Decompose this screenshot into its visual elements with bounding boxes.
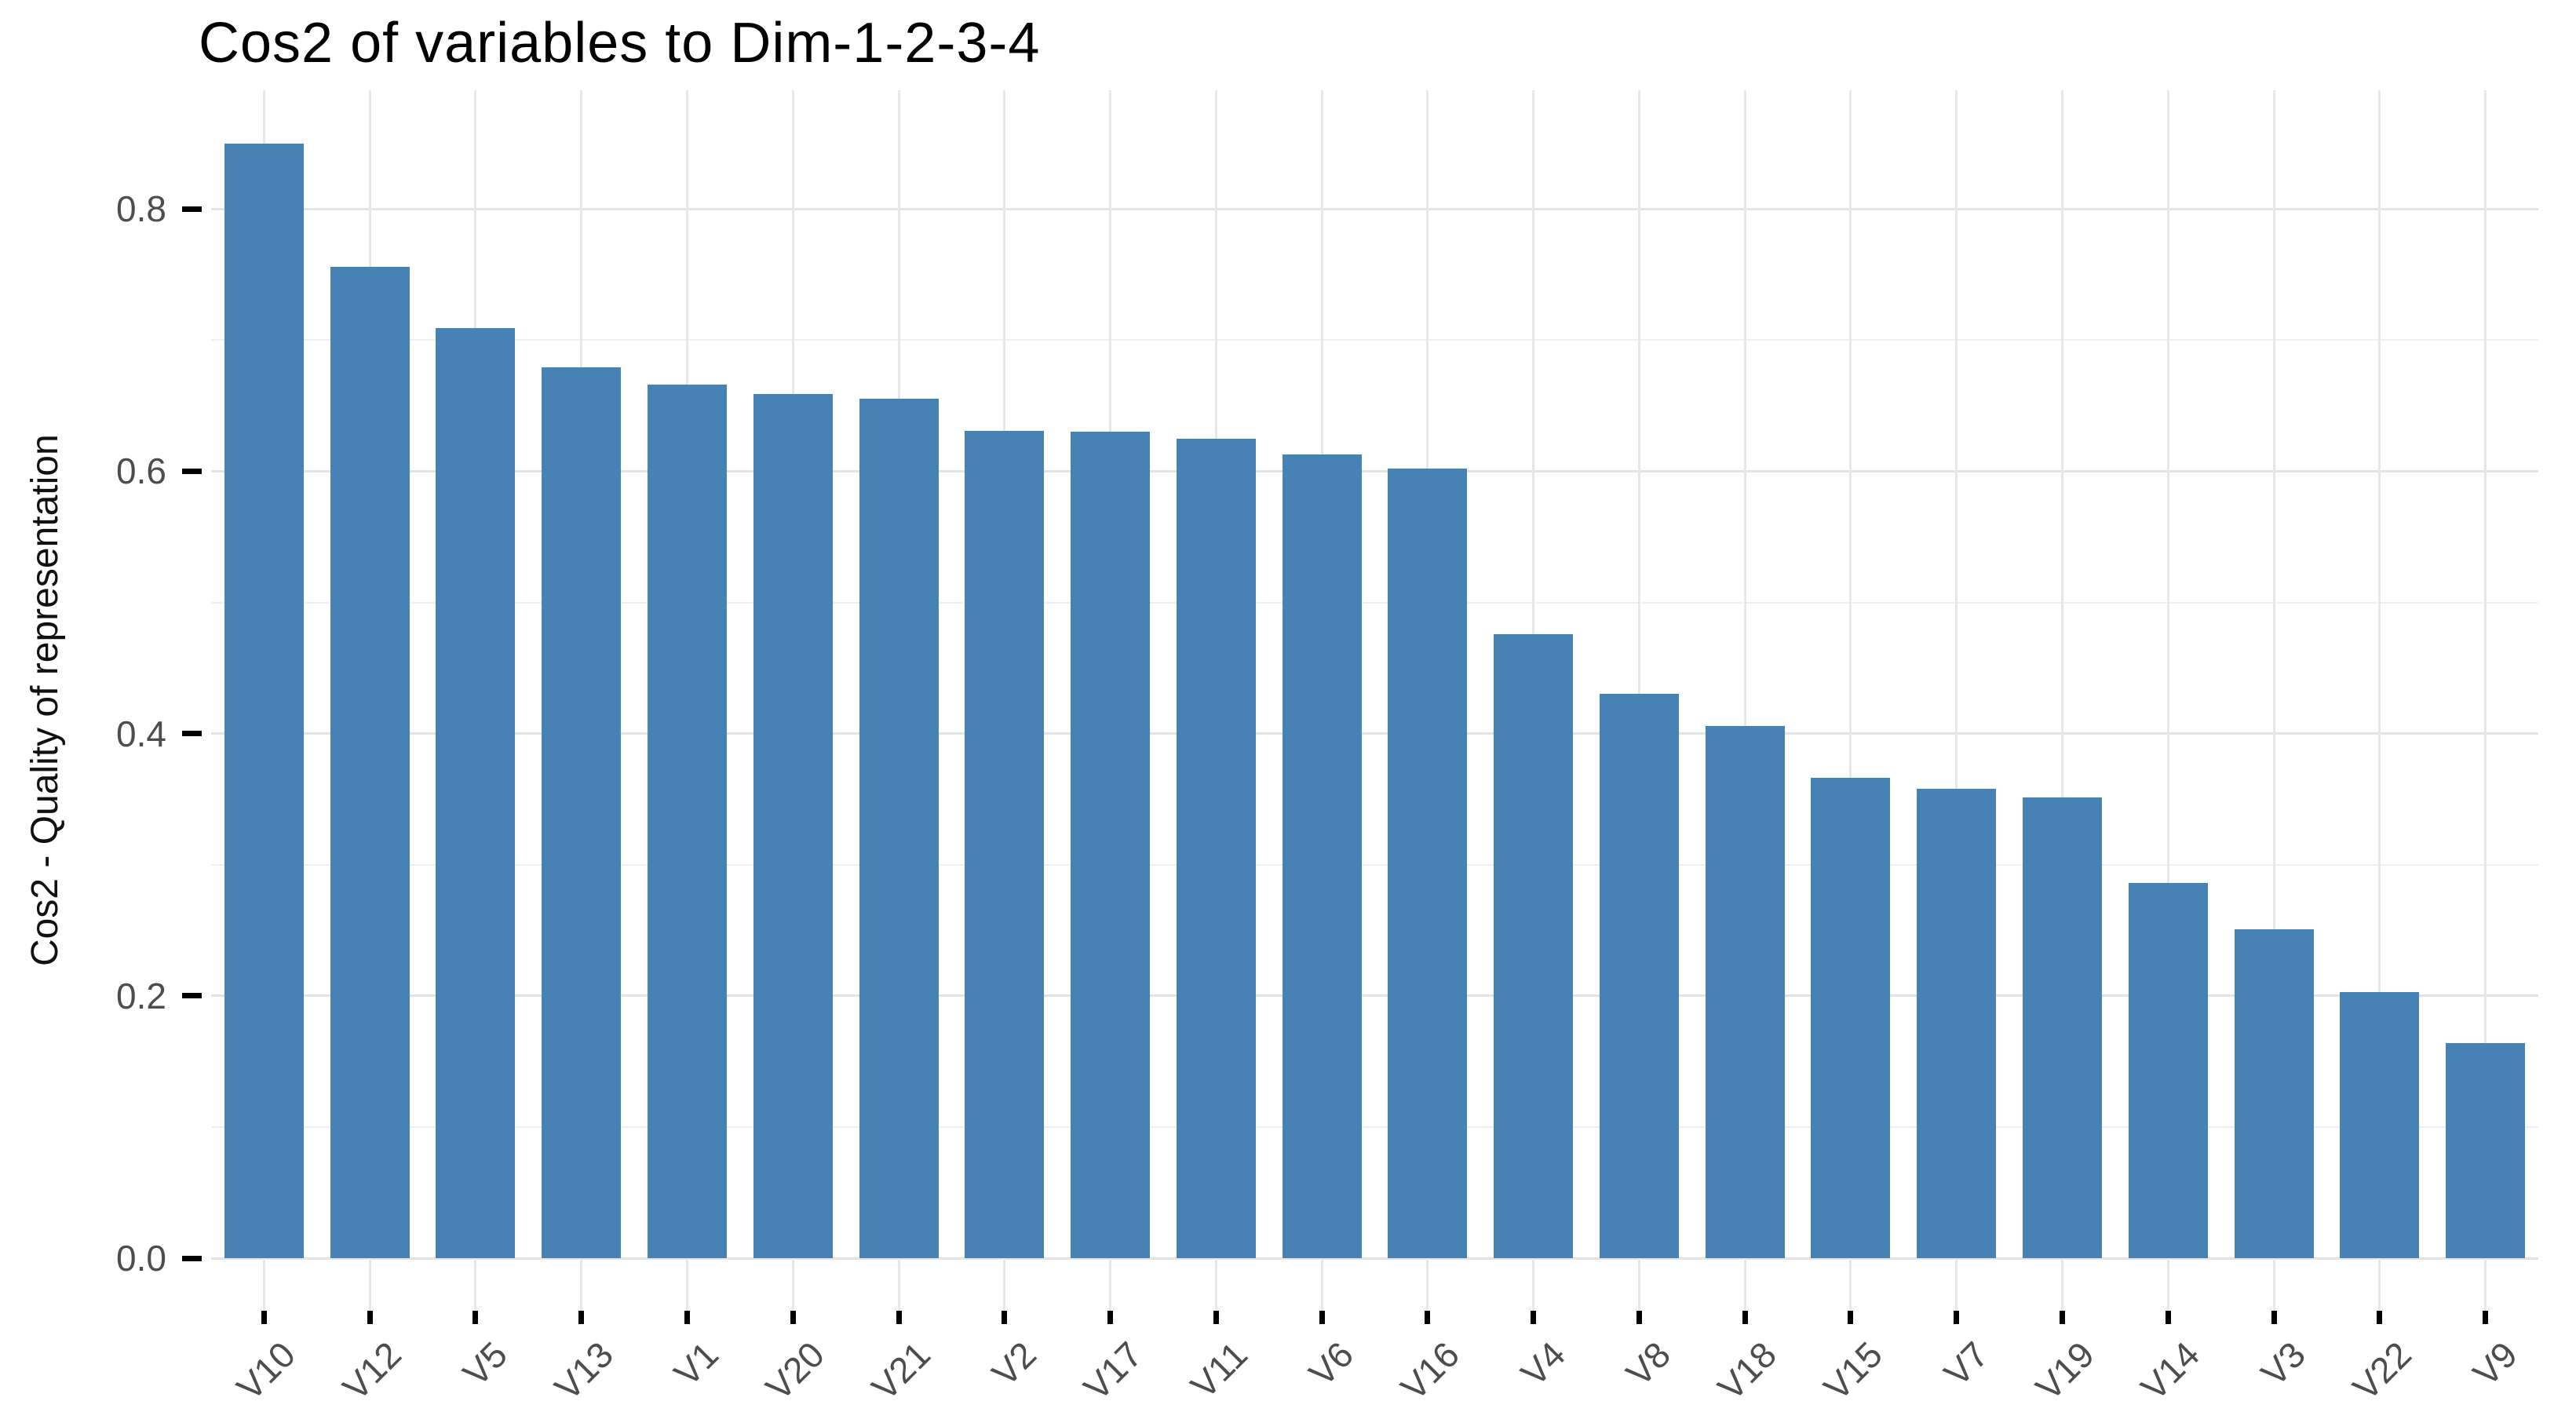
bar-V16 — [1388, 469, 1468, 1258]
bar-V7 — [1917, 788, 1997, 1258]
y-tick-label: 0.0 — [116, 1238, 166, 1279]
x-tick-mark — [684, 1311, 690, 1324]
bar-V18 — [1705, 725, 1785, 1258]
x-tick-mark — [1107, 1311, 1114, 1324]
bar-V2 — [965, 430, 1045, 1258]
y-tick-label: 0.4 — [116, 713, 166, 754]
bar-V13 — [542, 367, 622, 1258]
category-gridline — [2484, 90, 2487, 1311]
category-gridline — [1849, 90, 1852, 1311]
y-tick-mark — [182, 468, 202, 474]
x-tick-mark — [896, 1311, 902, 1324]
x-tick-mark — [367, 1311, 373, 1324]
bar-V22 — [2340, 991, 2420, 1258]
x-tick-mark — [1531, 1311, 1537, 1324]
x-tick-mark — [1319, 1311, 1325, 1324]
x-tick-mark — [2483, 1311, 2489, 1324]
bar-V15 — [1811, 778, 1891, 1258]
category-gridline — [1955, 90, 1958, 1311]
y-tick-label: 0.2 — [116, 975, 166, 1016]
major-gridline — [211, 207, 2538, 210]
minor-gridline — [211, 601, 2538, 604]
bar-V4 — [1494, 633, 1574, 1258]
major-gridline — [211, 994, 2538, 998]
y-tick-label: 0.8 — [116, 188, 166, 230]
chart-title: Cos2 of variables to Dim-1-2-3-4 — [199, 12, 1041, 75]
x-tick-mark — [1848, 1311, 1854, 1324]
x-tick-mark — [2165, 1311, 2171, 1324]
bar-V17 — [1071, 432, 1151, 1258]
x-tick-mark — [261, 1311, 267, 1324]
major-gridline — [211, 732, 2538, 735]
category-gridline — [1743, 90, 1746, 1311]
category-gridline — [2378, 90, 2381, 1311]
x-tick-mark — [790, 1311, 796, 1324]
major-gridline — [211, 469, 2538, 472]
bar-V21 — [859, 399, 939, 1258]
category-gridline — [2272, 90, 2275, 1311]
x-tick-mark — [2377, 1311, 2383, 1324]
x-tick-mark — [1636, 1311, 1642, 1324]
x-tick-mark — [2060, 1311, 2066, 1324]
y-tick-label: 0.6 — [116, 451, 166, 492]
x-tick-mark — [578, 1311, 585, 1324]
bar-V11 — [1176, 438, 1256, 1258]
major-gridline — [211, 1257, 2538, 1260]
bar-V9 — [2446, 1042, 2526, 1258]
x-tick-label-V10: V10 — [228, 1334, 304, 1401]
bar-V12 — [330, 266, 410, 1258]
bar-V6 — [1282, 454, 1362, 1258]
y-tick-mark — [182, 731, 202, 737]
category-gridline — [2166, 90, 2169, 1311]
bar-V3 — [2234, 929, 2314, 1258]
x-tick-mark — [1213, 1311, 1219, 1324]
y-tick-mark — [182, 206, 202, 212]
bar-V14 — [2128, 883, 2208, 1258]
x-tick-mark — [2271, 1311, 2277, 1324]
minor-gridline — [211, 1126, 2538, 1128]
bar-V1 — [647, 385, 727, 1258]
bar-V10 — [224, 143, 304, 1258]
y-tick-mark — [182, 993, 202, 999]
bar-V5 — [436, 328, 516, 1258]
x-tick-mark — [1425, 1311, 1431, 1324]
y-axis-title: Cos2 - Quality of representation — [24, 434, 66, 967]
bar-V20 — [753, 393, 833, 1258]
minor-gridline — [211, 339, 2538, 341]
x-tick-mark — [1002, 1311, 1008, 1324]
x-tick-mark — [473, 1311, 479, 1324]
x-tick-mark — [1742, 1311, 1748, 1324]
bar-V19 — [2023, 797, 2103, 1258]
y-tick-mark — [182, 1255, 202, 1261]
minor-gridline — [211, 863, 2538, 866]
bar-V8 — [1599, 694, 1679, 1258]
category-gridline — [2061, 90, 2064, 1311]
x-tick-mark — [1954, 1311, 1960, 1324]
